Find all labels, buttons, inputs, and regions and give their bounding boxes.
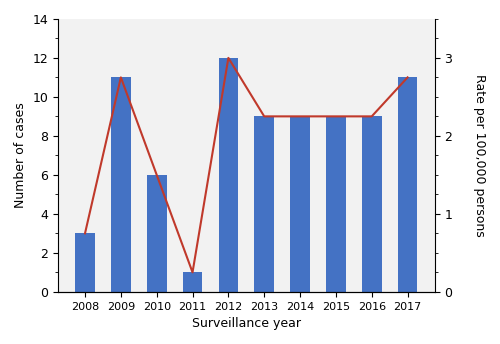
Y-axis label: Number of cases: Number of cases bbox=[14, 103, 27, 208]
Bar bbox=[290, 116, 310, 292]
Bar bbox=[75, 233, 95, 292]
Bar bbox=[182, 272, 203, 292]
Bar bbox=[362, 116, 382, 292]
X-axis label: Surveillance year: Surveillance year bbox=[192, 317, 301, 330]
Bar bbox=[254, 116, 274, 292]
Y-axis label: Rate per 100,000 persons: Rate per 100,000 persons bbox=[473, 74, 486, 237]
Bar bbox=[326, 116, 346, 292]
Bar bbox=[111, 77, 130, 292]
Bar bbox=[147, 175, 167, 292]
Bar bbox=[218, 58, 238, 292]
Bar bbox=[398, 77, 417, 292]
